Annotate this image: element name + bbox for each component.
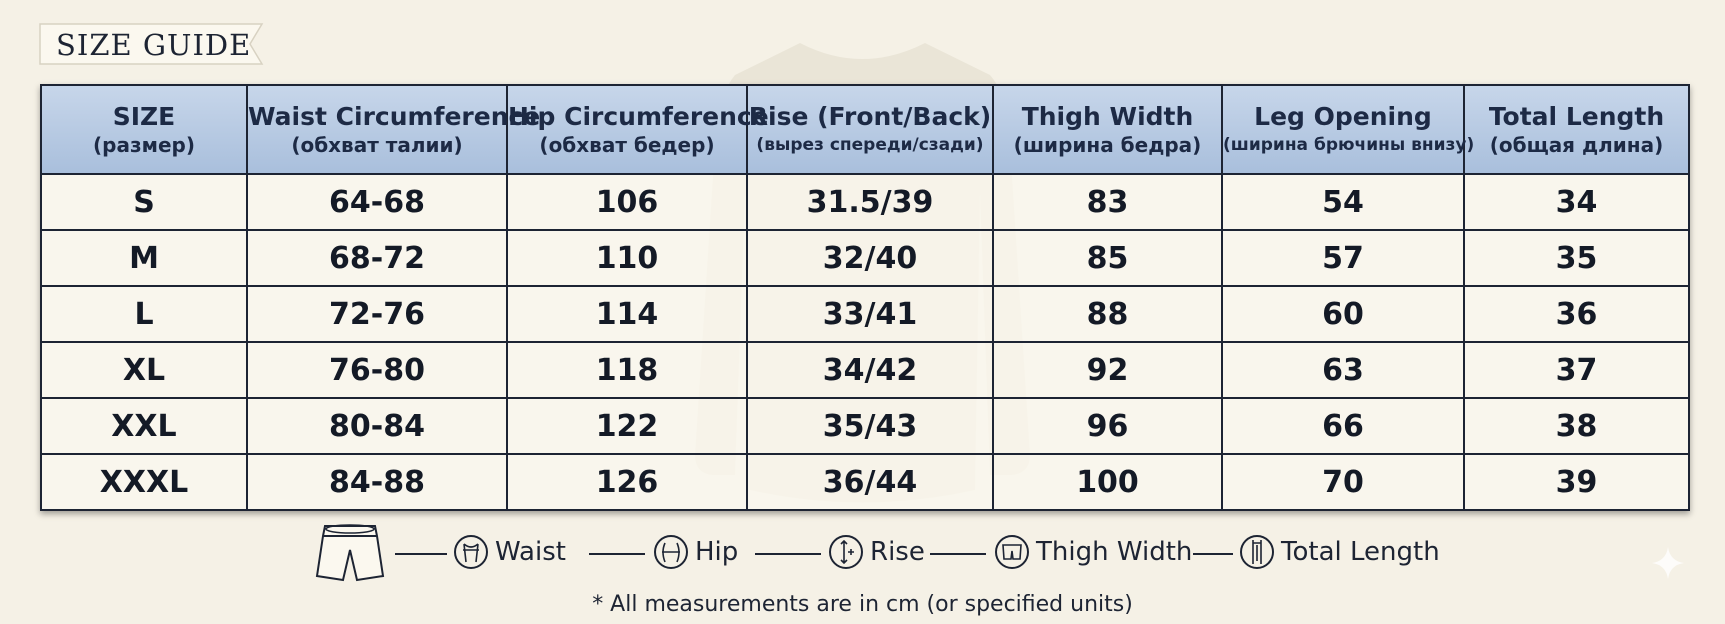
measurement-cell: 37 bbox=[1463, 341, 1690, 399]
table-row: L 72-76 114 33/41 88 60 36 bbox=[40, 285, 1690, 343]
size-label-cell: L bbox=[40, 285, 248, 343]
hip-icon bbox=[654, 535, 688, 569]
measurement-cell: 36 bbox=[1463, 285, 1690, 343]
measurement-cell: 88 bbox=[992, 285, 1223, 343]
size-label-cell: XL bbox=[40, 341, 248, 399]
table-row: M 68-72 110 32/40 85 57 35 bbox=[40, 229, 1690, 287]
column-header-translation: (обхват бедер) bbox=[539, 132, 715, 157]
measurement-cell: 31.5/39 bbox=[746, 173, 994, 231]
measurement-cell: 100 bbox=[992, 453, 1223, 511]
measurement-cell: 85 bbox=[992, 229, 1223, 287]
measurement-cell: 33/41 bbox=[746, 285, 994, 343]
column-header: Leg Opening (ширина брючины внизу) bbox=[1221, 84, 1475, 175]
column-header-translation: (ширина бедра) bbox=[1013, 132, 1202, 157]
size-label-cell: XXXL bbox=[40, 453, 248, 511]
legend-label-waist: Waist bbox=[495, 537, 566, 567]
column-header: SIZE (размер) bbox=[40, 84, 248, 175]
column-header: Waist Circumference (обхват талии) bbox=[246, 84, 541, 175]
legend-label-rise: Rise bbox=[870, 537, 925, 567]
legend-item-waist: Waist bbox=[453, 520, 566, 584]
table-row: XL 76-80 118 34/42 92 63 37 bbox=[40, 341, 1690, 399]
measurement-cell: 64-68 bbox=[246, 173, 508, 231]
column-header-translation: (ширина брючины внизу) bbox=[1223, 134, 1475, 155]
legend-item-rise: Rise bbox=[828, 520, 925, 584]
measurement-cell: 72-76 bbox=[246, 285, 508, 343]
column-header-title: Leg Opening bbox=[1254, 101, 1432, 131]
thigh-width-icon bbox=[995, 535, 1029, 569]
sparkle-icon bbox=[1652, 547, 1684, 579]
size-label-cell: S bbox=[40, 173, 248, 231]
table-body: S 64-68 106 31.5/39 83 54 34 M 68-72 110 32/40 85 57… bbox=[40, 173, 1690, 511]
measurement-cell: 38 bbox=[1463, 397, 1690, 455]
column-header: Hip Circumference (обхват бедер) bbox=[506, 84, 769, 175]
measurement-cell: 106 bbox=[506, 173, 748, 231]
total-length-icon bbox=[1240, 535, 1274, 569]
table-row: XXL 80-84 122 35/43 96 66 38 bbox=[40, 397, 1690, 455]
measurement-cell: 92 bbox=[992, 341, 1223, 399]
size-label-cell: XXL bbox=[40, 397, 248, 455]
measurement-cell: 39 bbox=[1463, 453, 1690, 511]
measurement-cell: 63 bbox=[1221, 341, 1465, 399]
column-header-title: Rise (Front/Back) bbox=[748, 101, 992, 131]
table-row: S 64-68 106 31.5/39 83 54 34 bbox=[40, 173, 1690, 231]
column-header-translation: (общая длина) bbox=[1489, 132, 1664, 157]
measurement-cell: 32/40 bbox=[746, 229, 994, 287]
measurement-cell: 66 bbox=[1221, 397, 1465, 455]
table-header-row: SIZE (размер) Waist Circumference (обхват т… bbox=[40, 84, 1690, 175]
measurement-cell: 35/43 bbox=[746, 397, 994, 455]
measurement-legend: Waist Hip Rise Thigh Width Total Length bbox=[315, 520, 1440, 584]
size-table: SIZE (размер) Waist Circumference (обхват т… bbox=[40, 84, 1690, 511]
measurement-cell: 54 bbox=[1221, 173, 1465, 231]
column-header-title: Thigh Width bbox=[1021, 101, 1194, 131]
measurement-cell: 34/42 bbox=[746, 341, 994, 399]
column-header-translation: (обхват талии) bbox=[291, 132, 463, 157]
waist-icon bbox=[454, 535, 488, 569]
column-header-title: Total Length bbox=[1488, 101, 1665, 131]
measurement-cell: 34 bbox=[1463, 173, 1690, 231]
column-header: Rise (Front/Back) (вырез спереди/сзади) bbox=[746, 84, 994, 175]
measurement-cell: 122 bbox=[506, 397, 748, 455]
legend-label-hip: Hip bbox=[695, 537, 739, 567]
measurement-cell: 36/44 bbox=[746, 453, 994, 511]
shorts-icon bbox=[315, 520, 385, 584]
measurement-cell: 84-88 bbox=[246, 453, 508, 511]
measurement-cell: 60 bbox=[1221, 285, 1465, 343]
legend-item-thigh-width: Thigh Width bbox=[994, 520, 1192, 584]
page-title: SIZE GUIDE bbox=[56, 28, 252, 62]
measurement-cell: 96 bbox=[992, 397, 1223, 455]
column-header-title: Waist Circumference bbox=[248, 101, 541, 131]
measurement-cell: 114 bbox=[506, 285, 748, 343]
column-header: Thigh Width (ширина бедра) bbox=[992, 84, 1223, 175]
column-header-translation: (размер) bbox=[93, 132, 195, 157]
measurement-cell: 80-84 bbox=[246, 397, 508, 455]
measurement-cell: 126 bbox=[506, 453, 748, 511]
measurement-cell: 110 bbox=[506, 229, 748, 287]
legend-label-thigh-width: Thigh Width bbox=[1036, 537, 1193, 567]
table-row: XXXL 84-88 126 36/44 100 70 39 bbox=[40, 453, 1690, 511]
size-guide-banner: SIZE GUIDE bbox=[38, 20, 270, 68]
measurement-cell: 68-72 bbox=[246, 229, 508, 287]
measurement-cell: 70 bbox=[1221, 453, 1465, 511]
legend-item-total-length: Total Length bbox=[1239, 520, 1440, 584]
measurement-cell: 118 bbox=[506, 341, 748, 399]
measurement-cell: 35 bbox=[1463, 229, 1690, 287]
legend-label-total-length: Total Length bbox=[1281, 537, 1440, 567]
column-header-title: Hip Circumference bbox=[508, 101, 769, 131]
measurement-footnote: * All measurements are in cm (or specifi… bbox=[592, 592, 1133, 617]
column-header-translation: (вырез спереди/сзади) bbox=[756, 134, 984, 155]
measurement-cell: 76-80 bbox=[246, 341, 508, 399]
column-header-title: SIZE bbox=[112, 101, 176, 131]
legend-item-hip: Hip bbox=[653, 520, 738, 584]
measurement-cell: 57 bbox=[1221, 229, 1465, 287]
column-header: Total Length (общая длина) bbox=[1463, 84, 1690, 175]
size-label-cell: M bbox=[40, 229, 248, 287]
rise-icon bbox=[829, 535, 863, 569]
measurement-cell: 83 bbox=[992, 173, 1223, 231]
